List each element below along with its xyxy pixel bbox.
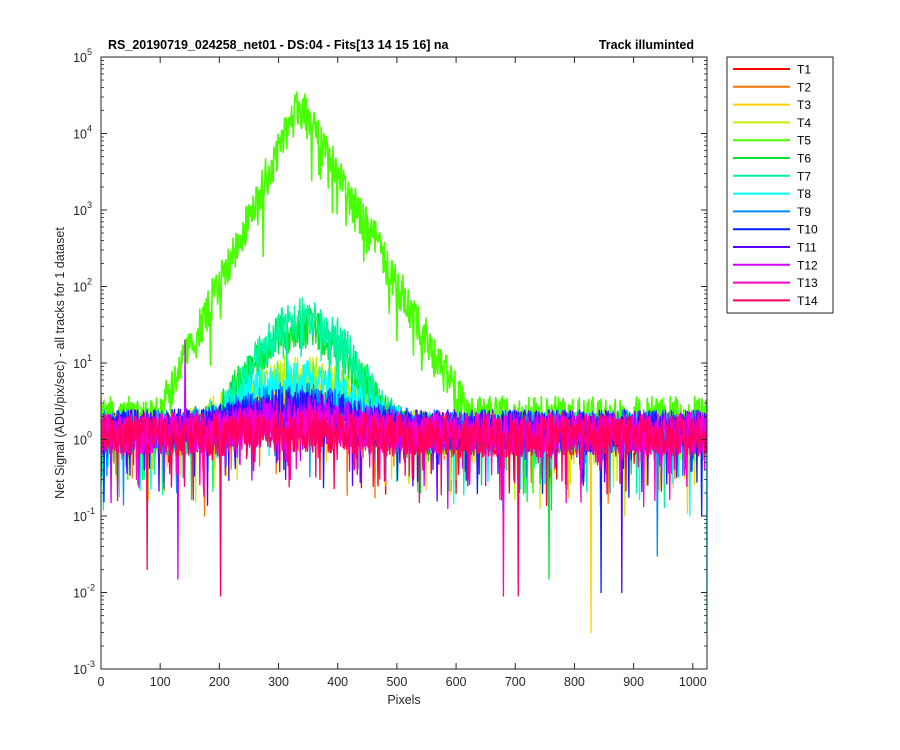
legend-label-t13: T13 [797,276,818,290]
plot-area [101,57,707,669]
chart-title-right: Track illuminted [599,38,694,52]
x-tick-label: 300 [268,675,289,689]
y-tick-exponent: 4 [87,124,92,134]
x-tick-label: 700 [505,675,526,689]
chart-title: RS_20190719_024258_net01 - DS:04 - Fits[… [108,38,450,52]
x-tick-label: 900 [623,675,644,689]
series-lines [101,91,707,634]
y-tick-label: 10 [73,128,87,142]
y-tick-label: 10 [73,663,87,677]
x-tick-label: 1000 [679,675,707,689]
x-tick-label: 0 [98,675,105,689]
x-tick-label: 200 [209,675,230,689]
y-axis-label: Net Signal (ADU/pix/sec) - all tracks fo… [53,227,67,499]
legend-label-t8: T8 [797,187,811,201]
x-tick-label: 800 [564,675,585,689]
legend-label-t10: T10 [797,223,818,237]
y-tick-label: 10 [73,51,87,65]
x-tick-label: 500 [386,675,407,689]
series-line-t5 [101,91,707,494]
legend-label-t6: T6 [797,152,811,166]
series-line-t14 [101,409,707,597]
legend-label-t5: T5 [797,134,811,148]
y-tick-label: 10 [73,281,87,295]
y-tick-label: 10 [73,357,87,371]
legend-label-t4: T4 [797,116,811,130]
x-tick-label: 100 [150,675,171,689]
legend: T1 T2 T3 T4 T5 T6 T7 T8 T9 T10 T11 T12 T13 T14 [726,56,834,314]
y-tick-label: 10 [73,434,87,448]
legend-label-t11: T11 [797,241,817,255]
legend-label-t2: T2 [797,80,811,94]
y-tick-label: 10 [73,204,87,218]
x-tick-label: 600 [446,675,467,689]
legend-box [726,56,834,314]
y-tick-exponent: -1 [87,506,95,516]
legend-label-t14: T14 [797,294,818,308]
legend-label-t1: T1 [797,63,811,77]
y-tick-exponent: -3 [87,659,95,669]
legend-label-t7: T7 [797,169,811,183]
x-tick-label: 400 [327,675,348,689]
y-tick-exponent: 3 [87,200,92,210]
y-tick-exponent: -2 [87,583,95,593]
y-tick-label: 10 [73,587,87,601]
y-tick-exponent: 2 [87,277,92,287]
y-tick-label: 10 [73,510,87,524]
legend-label-t3: T3 [797,98,811,112]
y-tick-exponent: 5 [87,47,92,57]
legend-label-t12: T12 [797,258,818,272]
x-axis-label: Pixels [387,693,420,707]
x-axis-ticks: 0 100 200 300 400 500 600 700 800 900 1000 [98,57,707,689]
y-tick-exponent: 0 [87,430,92,440]
legend-label-t9: T9 [797,205,811,219]
y-tick-exponent: 1 [87,353,92,363]
